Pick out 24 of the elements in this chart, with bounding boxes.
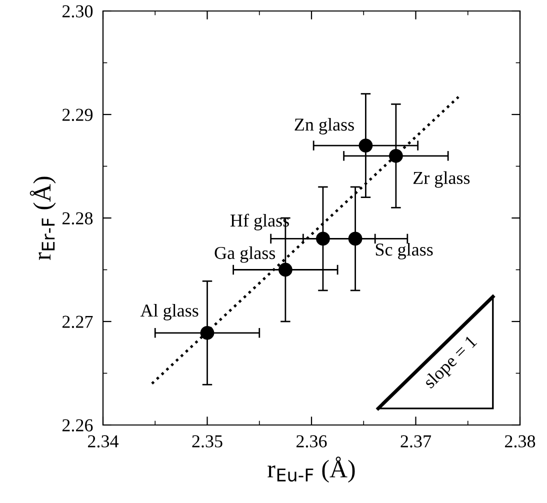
y-tick-label: 2.26 [62,419,93,432]
point [358,138,373,152]
point [200,326,214,340]
annotation: Ga glass [214,246,276,263]
y-tick-label: 2.30 [62,5,93,18]
point [316,232,330,246]
annotation: Zn glass [294,118,354,134]
y-axis-title: r$_{Er-F}$ (Å) [30,176,56,260]
x-axis-title: r$_{Eu-F}$ (Å) [268,456,355,483]
annotation: Al glass [140,304,198,320]
y-tick-label: 2.29 [62,108,93,122]
annotation: Zr glass [413,171,470,188]
x-tick-label: 2.38 [504,435,536,448]
y-tick-label: 2.27 [62,316,93,328]
x-tick-label: 2.35 [192,435,222,448]
x-tick-label: 2.36 [296,435,327,448]
point [278,262,292,277]
annotation: Sc glass [376,242,433,260]
annotation: slope = 1 [422,334,480,392]
y-tick-label: 2.28 [62,212,93,225]
x-tick-label: 2.34 [88,435,119,448]
point [348,232,362,246]
x-tick-label: 2.37 [400,435,432,448]
point [389,148,403,163]
